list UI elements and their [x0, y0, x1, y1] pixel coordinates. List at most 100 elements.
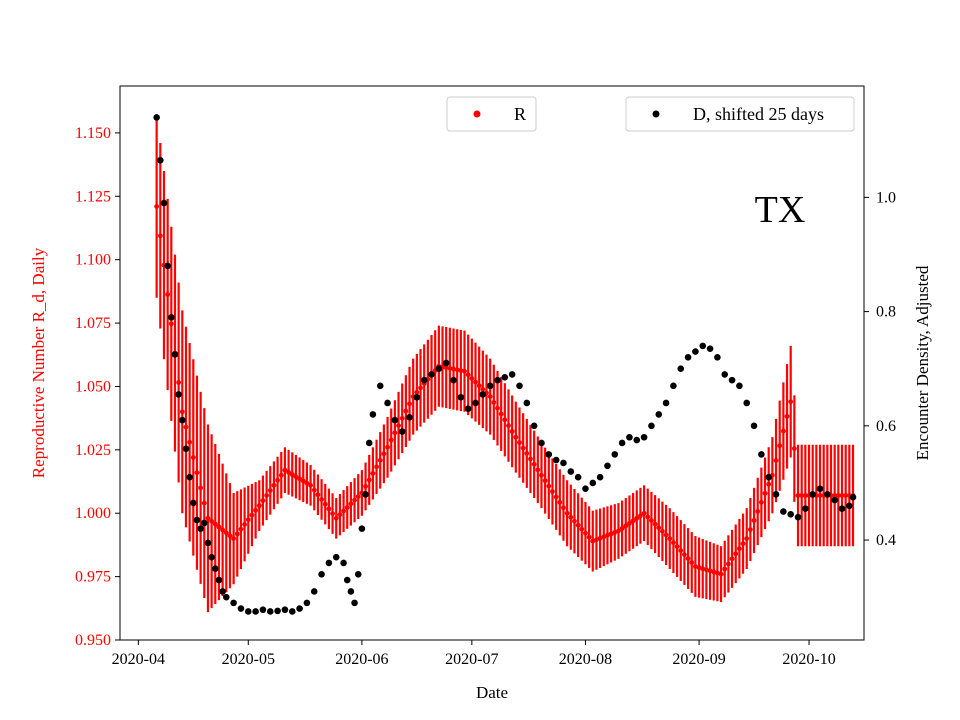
y-left-tick-label: 1.050: [75, 378, 111, 395]
d-point: [450, 376, 457, 384]
d-point: [824, 491, 831, 498]
r-point: [528, 456, 533, 462]
d-point: [626, 433, 633, 441]
r-point: [777, 443, 783, 449]
r-point: [674, 544, 680, 549]
r-point: [487, 394, 493, 399]
y-right-tick-label: 0.6: [876, 418, 896, 435]
r-point: [579, 526, 585, 532]
r-point: [590, 538, 596, 544]
r-point: [333, 515, 339, 521]
d-point: [391, 416, 399, 424]
r-point: [209, 518, 215, 524]
r-point: [542, 478, 548, 484]
legend-d-marker: [652, 110, 660, 118]
d-point: [582, 485, 589, 492]
d-point: [809, 491, 816, 498]
y-left-tick-label: 0.950: [75, 632, 111, 649]
r-point: [722, 566, 728, 572]
d-point: [369, 411, 377, 418]
r-point: [509, 428, 515, 434]
r-point: [696, 565, 702, 570]
d-point: [164, 262, 171, 270]
y-right-tick-label: 0.4: [876, 532, 896, 549]
d-point: [175, 391, 182, 398]
r-point: [256, 503, 262, 509]
r-point: [337, 512, 343, 518]
d-point: [849, 493, 857, 501]
r-point: [297, 476, 302, 482]
d-point: [347, 588, 355, 595]
r-point: [344, 505, 350, 510]
r-point: [381, 451, 387, 457]
y-left-tick-label: 1.000: [75, 505, 111, 522]
legend-d-box: [625, 96, 855, 132]
d-point: [457, 393, 465, 401]
r-point: [473, 379, 478, 385]
d-point: [332, 553, 340, 561]
legend-r-marker: [473, 110, 481, 118]
r-point: [311, 487, 317, 493]
d-point: [406, 413, 413, 421]
d-point: [171, 351, 179, 358]
r-point: [755, 509, 761, 514]
d-point: [193, 516, 201, 524]
d-point: [204, 539, 212, 547]
y-left-tick-label: 1.125: [75, 188, 111, 205]
r-point: [363, 484, 368, 489]
r-point: [605, 532, 610, 538]
r-point: [729, 556, 735, 562]
r-point: [520, 445, 526, 451]
d-point: [816, 485, 824, 492]
r-point: [704, 567, 709, 573]
d-point: [274, 607, 281, 615]
d-point: [736, 382, 743, 390]
r-point: [564, 510, 570, 516]
d-point: [343, 576, 351, 584]
r-point: [392, 430, 398, 436]
d-point: [611, 451, 619, 458]
d-point: [802, 505, 809, 512]
r-point: [758, 499, 764, 505]
r-point: [374, 464, 379, 470]
d-point: [318, 571, 325, 578]
y-right-tick-label: 1.0: [876, 189, 896, 206]
r-point: [839, 493, 845, 498]
r-point: [183, 424, 189, 430]
r-point: [751, 518, 757, 523]
r-point: [539, 472, 544, 478]
d-point: [442, 359, 450, 367]
d-point: [846, 502, 853, 510]
d-point: [222, 593, 230, 601]
d-point: [589, 479, 597, 487]
r-point: [304, 480, 310, 486]
r-point: [154, 204, 160, 209]
r-point: [619, 526, 625, 531]
d-point: [662, 399, 670, 407]
d-point: [384, 399, 391, 407]
r-point: [418, 385, 423, 391]
r-point: [627, 520, 632, 526]
d-point: [508, 371, 516, 378]
r-point: [802, 493, 808, 498]
d-point: [567, 468, 575, 475]
r-point: [843, 493, 849, 498]
d-point: [640, 433, 648, 441]
r-point: [267, 488, 273, 493]
r-point: [190, 455, 196, 460]
d-point: [523, 399, 531, 407]
x-tick-label: 2020-08: [559, 651, 612, 668]
d-point: [743, 399, 751, 407]
r-point: [575, 522, 581, 528]
r-point: [399, 415, 405, 421]
r-point: [513, 434, 519, 440]
r-point: [795, 493, 801, 498]
r-point: [645, 514, 651, 520]
r-point: [447, 365, 453, 371]
d-point: [362, 491, 369, 498]
r-point: [568, 514, 574, 520]
r-point: [205, 515, 211, 521]
d-point: [596, 473, 604, 481]
r-point: [649, 518, 654, 523]
y-left-axis-ticks: 0.950 0.975 1.000 1.025 1.050 1.075 1.100 1.125…: [75, 125, 120, 649]
